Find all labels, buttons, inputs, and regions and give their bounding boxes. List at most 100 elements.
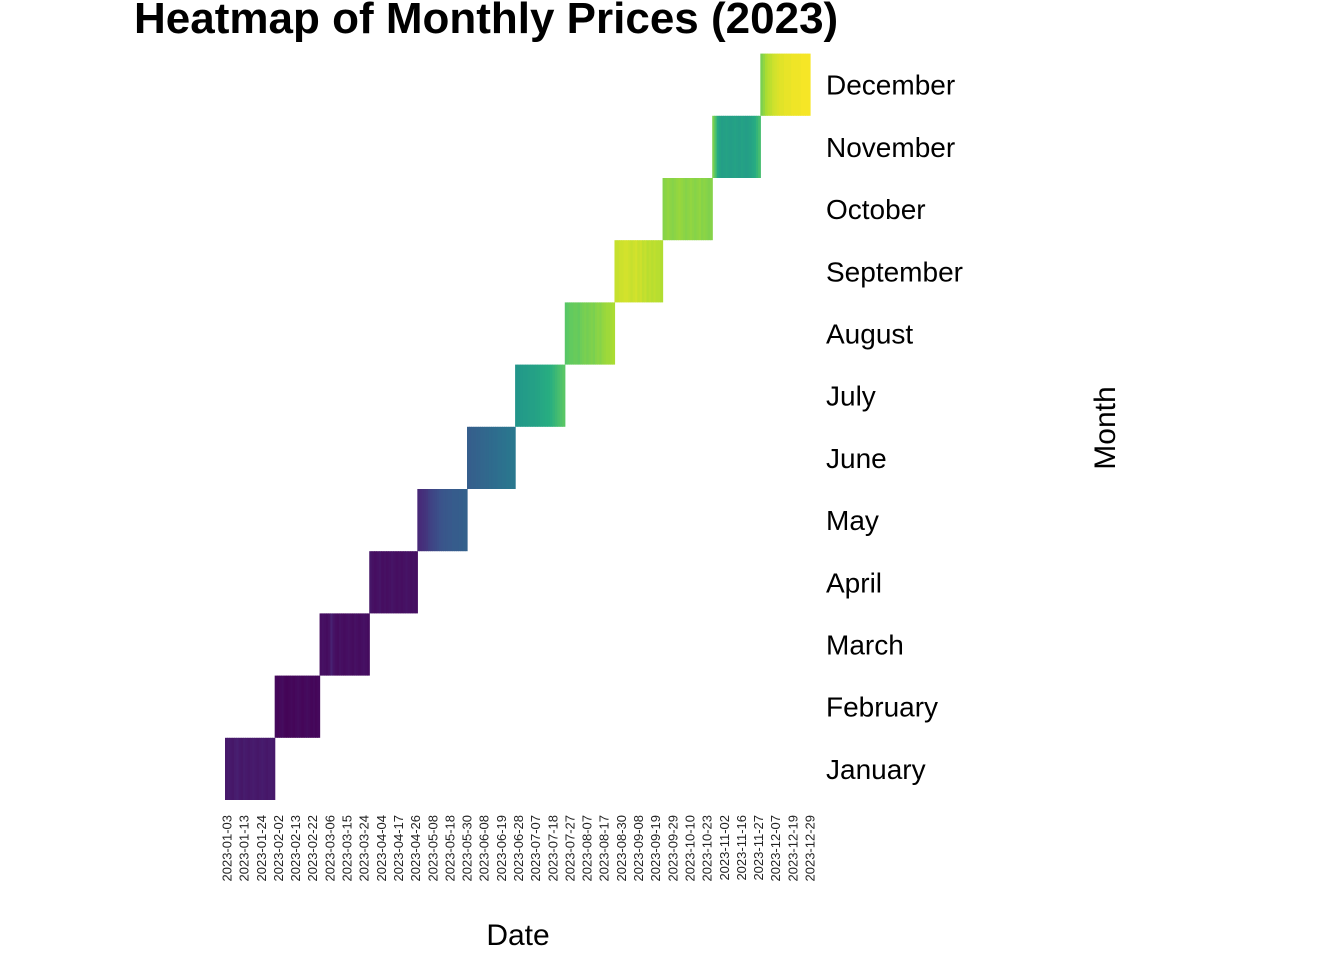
heatmap-cell-april-19 bbox=[414, 551, 418, 614]
heatmap-cell-february-11 bbox=[299, 675, 303, 738]
heatmap-cell-november-21 bbox=[758, 115, 761, 178]
heatmap-cell-july-17 bbox=[557, 364, 561, 427]
heatmap-cell-november-14 bbox=[742, 115, 746, 178]
heatmap-cell-july-3 bbox=[522, 364, 526, 427]
heatmap-cell-june-10 bbox=[488, 426, 492, 489]
heatmap-cell-april-7 bbox=[386, 551, 390, 614]
heatmap-cell-june-3 bbox=[473, 426, 477, 489]
x-tick-label: 2023-07-18 bbox=[545, 815, 560, 882]
heatmap-cell-december-16 bbox=[798, 53, 802, 116]
heatmap-cell-february-6 bbox=[288, 675, 291, 738]
heatmap-cell-november-13 bbox=[740, 115, 744, 178]
heatmap-cell-january-19 bbox=[267, 737, 271, 800]
heatmap-cell-march-6 bbox=[332, 613, 336, 676]
heatmap-cell-november-4 bbox=[720, 115, 724, 178]
heatmap-cell-june-15 bbox=[499, 426, 503, 489]
heatmap-cell-october-1 bbox=[664, 178, 668, 241]
heatmap-cell-may-10 bbox=[438, 489, 442, 552]
heatmap-cell-september-3 bbox=[621, 240, 625, 303]
x-tick-label: 2023-02-13 bbox=[288, 815, 303, 882]
heatmap-cell-january-4 bbox=[234, 737, 237, 800]
heatmap-cell-september-0 bbox=[614, 240, 618, 303]
heatmap-cell-january-6 bbox=[238, 737, 242, 800]
heatmap-cell-august-21 bbox=[610, 302, 613, 365]
x-tick-label: 2023-05-30 bbox=[460, 815, 475, 882]
heatmap-cell-april-16 bbox=[407, 551, 411, 614]
heatmap-cell-june-13 bbox=[495, 426, 499, 489]
heatmap-cell-december-17 bbox=[800, 53, 804, 116]
heatmap-cell-january-18 bbox=[265, 737, 269, 800]
heatmap-cell-august-19 bbox=[605, 302, 609, 365]
heatmap-cell-april-18 bbox=[412, 551, 416, 614]
heatmap-cell-august-13 bbox=[592, 302, 596, 365]
heatmap-cell-february-1 bbox=[276, 675, 280, 738]
heatmap-cell-january-13 bbox=[254, 737, 258, 800]
heatmap-cell-august-12 bbox=[590, 302, 594, 365]
heatmap-cell-december-8 bbox=[779, 53, 783, 116]
heatmap-cell-december-4 bbox=[769, 53, 773, 116]
x-tick-label: 2023-08-17 bbox=[597, 815, 612, 882]
heatmap-cell-august-2 bbox=[569, 302, 572, 365]
heatmap-cell-may-19 bbox=[458, 489, 462, 552]
heatmap-cell-august-7 bbox=[579, 302, 583, 365]
heatmap-cell-april-14 bbox=[402, 551, 406, 614]
x-tick-label: 2023-04-26 bbox=[408, 815, 423, 882]
heatmap-cell-november-16 bbox=[747, 115, 750, 178]
heatmap-cell-may-8 bbox=[434, 489, 438, 552]
month-label-may: May bbox=[826, 505, 879, 536]
heatmap-cell-may-11 bbox=[441, 489, 444, 552]
heatmap-cell-september-11 bbox=[639, 240, 643, 303]
heatmap-cell-august-18 bbox=[603, 302, 607, 365]
heatmap-cell-march-9 bbox=[339, 613, 342, 676]
x-tick-label: 2023-01-13 bbox=[237, 815, 252, 882]
x-tick-label: 2023-06-28 bbox=[511, 815, 526, 882]
heatmap-cell-february-12 bbox=[301, 675, 305, 738]
heatmap-cell-may-17 bbox=[454, 489, 457, 552]
x-tick-label: 2023-05-18 bbox=[442, 815, 457, 882]
heatmap-cell-april-0 bbox=[369, 551, 373, 614]
heatmap-cell-march-16 bbox=[354, 613, 357, 676]
heatmap-cell-july-18 bbox=[559, 364, 563, 427]
heatmap-cell-march-11 bbox=[343, 613, 347, 676]
heatmap-cell-may-4 bbox=[425, 489, 429, 552]
heatmap-cell-july-15 bbox=[552, 364, 556, 427]
heatmap-cell-december-0 bbox=[760, 53, 764, 116]
heatmap-cell-november-11 bbox=[736, 115, 740, 178]
heatmap-cell-january-21 bbox=[272, 737, 276, 800]
month-label-september: September bbox=[826, 256, 963, 287]
heatmap-cell-august-9 bbox=[584, 302, 587, 365]
heatmap-cell-august-8 bbox=[582, 302, 585, 365]
heatmap-cell-september-13 bbox=[644, 240, 648, 303]
heatmap-cell-june-21 bbox=[512, 426, 516, 489]
heatmap-cell-october-6 bbox=[676, 178, 679, 241]
heatmap-cell-april-11 bbox=[395, 551, 399, 614]
heatmap-cell-january-12 bbox=[252, 737, 255, 800]
heatmap-cell-july-0 bbox=[515, 364, 519, 427]
heatmap-cell-july-12 bbox=[544, 364, 548, 427]
month-label-january: January bbox=[826, 754, 926, 785]
heatmap-cell-february-14 bbox=[306, 675, 309, 738]
heatmap-cell-february-3 bbox=[281, 675, 285, 738]
chart-title: Heatmap of Monthly Prices (2023) bbox=[134, 0, 838, 43]
x-tick-label: 2023-04-04 bbox=[374, 815, 389, 882]
heatmap-cell-july-9 bbox=[537, 364, 541, 427]
heatmap-cell-may-2 bbox=[421, 489, 425, 552]
heatmap-cell-february-9 bbox=[294, 675, 298, 738]
heatmap-cell-march-5 bbox=[330, 613, 334, 676]
heatmap-cell-may-16 bbox=[451, 489, 455, 552]
heatmap-cell-august-4 bbox=[573, 302, 577, 365]
heatmap-cell-august-14 bbox=[595, 302, 598, 365]
heatmap-cell-may-14 bbox=[447, 489, 451, 552]
heatmap-cell-january-3 bbox=[231, 737, 235, 800]
heatmap-cell-february-0 bbox=[274, 675, 278, 738]
heatmap-cell-september-10 bbox=[637, 240, 641, 303]
month-label-february: February bbox=[826, 692, 938, 723]
heatmap-cell-december-15 bbox=[795, 53, 799, 116]
heatmap-cell-december-1 bbox=[762, 53, 766, 116]
month-label-june: June bbox=[826, 443, 887, 474]
heatmap-cell-october-15 bbox=[696, 178, 700, 241]
heatmap-cell-june-2 bbox=[471, 426, 475, 489]
heatmap-cell-february-2 bbox=[279, 675, 283, 738]
heatmap-cell-december-18 bbox=[802, 53, 806, 116]
heatmap-cell-november-5 bbox=[723, 115, 726, 178]
